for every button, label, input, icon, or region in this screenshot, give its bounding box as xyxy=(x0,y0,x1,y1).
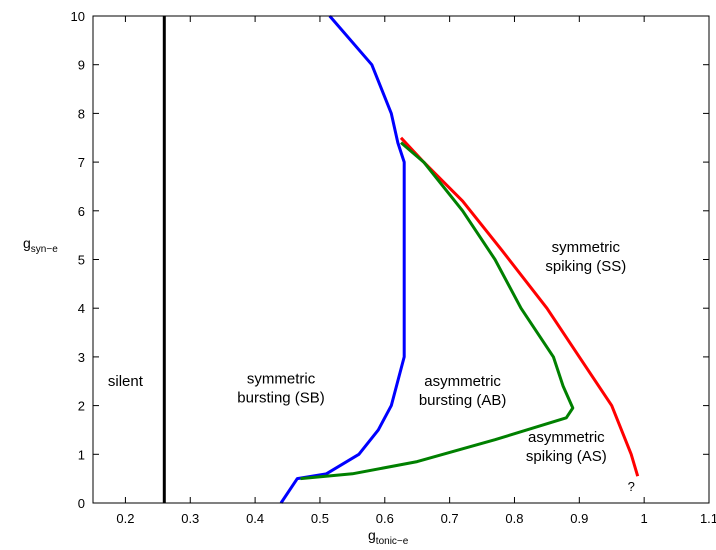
x-tick-label: 1 xyxy=(641,511,648,526)
y-tick-label: 6 xyxy=(78,204,85,219)
x-tick-label: 0.6 xyxy=(376,511,394,526)
y-tick-label: 7 xyxy=(78,155,85,170)
annotation-layer: silent symmetric bursting (SB) asymmetric bu… xyxy=(108,239,635,494)
y-tick-label: 5 xyxy=(78,253,85,268)
region-label-5: ? xyxy=(628,479,635,494)
region-label-4: asymmetric spiking (AS) xyxy=(526,429,607,465)
tick-layer: 0.2 0.3 0.4 0.5 0.6 0.7 0.8 0.9 1 1.1 0 1 2 3 4 5 6 7 8 9 10 xyxy=(71,9,716,526)
y-tick-label: 9 xyxy=(78,58,85,73)
x-axis-label: gtonic−e xyxy=(368,527,409,547)
region-label-0: silent xyxy=(108,373,144,390)
y-tick-label: 4 xyxy=(78,301,85,316)
series-layer xyxy=(162,15,640,504)
series-line-1 xyxy=(279,15,406,504)
x-tick-label: 0.7 xyxy=(441,511,459,526)
y-axis-label: gsyn−e xyxy=(23,235,58,255)
region-label-3: symmetric spiking (SS) xyxy=(545,239,626,275)
region-label-2: asymmetric bursting (AB) xyxy=(419,373,507,409)
x-tick-label: 0.4 xyxy=(246,511,264,526)
series-line-3 xyxy=(300,141,575,481)
series-line-2 xyxy=(399,136,640,477)
y-tick-label: 3 xyxy=(78,350,85,365)
x-tick-label: 0.5 xyxy=(311,511,329,526)
y-tick-label: 8 xyxy=(78,106,85,121)
y-tick-label: 1 xyxy=(78,447,85,462)
x-tick-label: 0.8 xyxy=(505,511,523,526)
x-tick-label: 0.9 xyxy=(570,511,588,526)
x-tick-label: 1.1 xyxy=(700,511,716,526)
x-tick-label: 0.2 xyxy=(116,511,134,526)
y-tick-label: 0 xyxy=(78,496,85,511)
region-label-1: symmetric bursting (SB) xyxy=(237,371,325,407)
y-tick-label: 2 xyxy=(78,399,85,414)
x-tick-label: 0.3 xyxy=(181,511,199,526)
y-tick-label: 10 xyxy=(71,9,85,24)
